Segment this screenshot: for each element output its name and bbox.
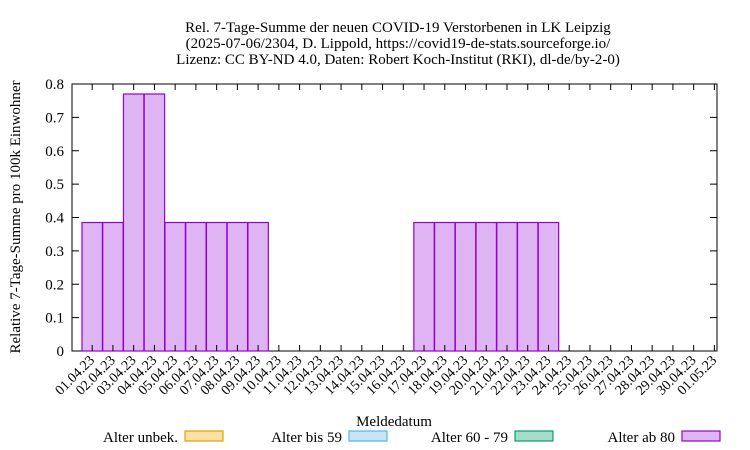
bar-21.04.23-series-4	[496, 221, 518, 352]
title-line-1: Rel. 7-Tage-Summe der neuen COVID-19 Ver…	[185, 20, 611, 36]
bar-22.04.23-series-4	[516, 221, 539, 352]
bar-04.04.23-series-4	[143, 93, 166, 352]
bar-09.04.23-series-4	[247, 221, 269, 352]
bar-03.04.23-series-4	[122, 93, 145, 352]
x-axis-label: Meldedatum	[356, 414, 432, 430]
legend: Alter unbek. Alter bis 59 Alter 60 - 79 Alt…	[103, 430, 721, 446]
bar-05.04.23-series-4	[164, 221, 186, 352]
y-axis-label: Relative 7-Tage-Summe pro 100k Einwohner	[8, 80, 24, 353]
bar-23.04.23-series-4	[537, 221, 560, 352]
bars	[81, 93, 560, 352]
bar-18.04.23-series-4	[433, 221, 456, 352]
legend-label-4: Alter ab 80	[608, 430, 675, 446]
y-tick-label: 0.4	[45, 211, 64, 227]
legend-swatch-2	[348, 430, 388, 442]
y-tick-label: 0.3	[45, 244, 64, 260]
y-tick-label: 0.1	[45, 311, 64, 327]
x-axis-ticks: 01.04.2302.04.2303.04.2304.04.2305.04.23…	[53, 84, 720, 398]
bar-08.04.23-series-4	[226, 221, 249, 352]
title-line-2: (2025-07-06/2304, D. Lippold, https://co…	[186, 36, 611, 52]
legend-label-1: Alter unbek.	[103, 430, 178, 446]
bar-19.04.23-series-4	[454, 221, 477, 352]
title-line-3: Lizenz: CC BY-ND 4.0, Daten: Robert Koch…	[176, 52, 620, 68]
y-tick-label: 0.5	[45, 177, 64, 193]
y-tick-label: 0.6	[45, 144, 64, 160]
bar-06.04.23-series-4	[185, 221, 207, 352]
legend-label-2: Alter bis 59	[271, 430, 342, 446]
y-tick-label: 0.7	[45, 110, 64, 126]
y-tick-label: 0.2	[45, 277, 64, 293]
legend-swatch-4	[681, 430, 721, 442]
bar-20.04.23-series-4	[475, 221, 498, 352]
bar-17.04.23-series-4	[413, 221, 435, 352]
bar-07.04.23-series-4	[205, 221, 228, 352]
legend-swatch-3	[514, 430, 554, 442]
chart-title: Rel. 7-Tage-Summe der neuen COVID-19 Ver…	[176, 20, 620, 68]
y-tick-label: 0.8	[45, 77, 64, 93]
y-tick-label: 0	[57, 344, 65, 360]
y-axis-ticks: 0 0.1 0.2 0.3 0.4 0.5 0.6 0.7 0.8	[45, 77, 717, 360]
bar-02.04.23-series-4	[102, 221, 124, 352]
legend-label-3: Alter 60 - 79	[431, 430, 508, 446]
bar-01.04.23-series-4	[81, 221, 103, 352]
legend-swatch-1	[184, 430, 224, 442]
